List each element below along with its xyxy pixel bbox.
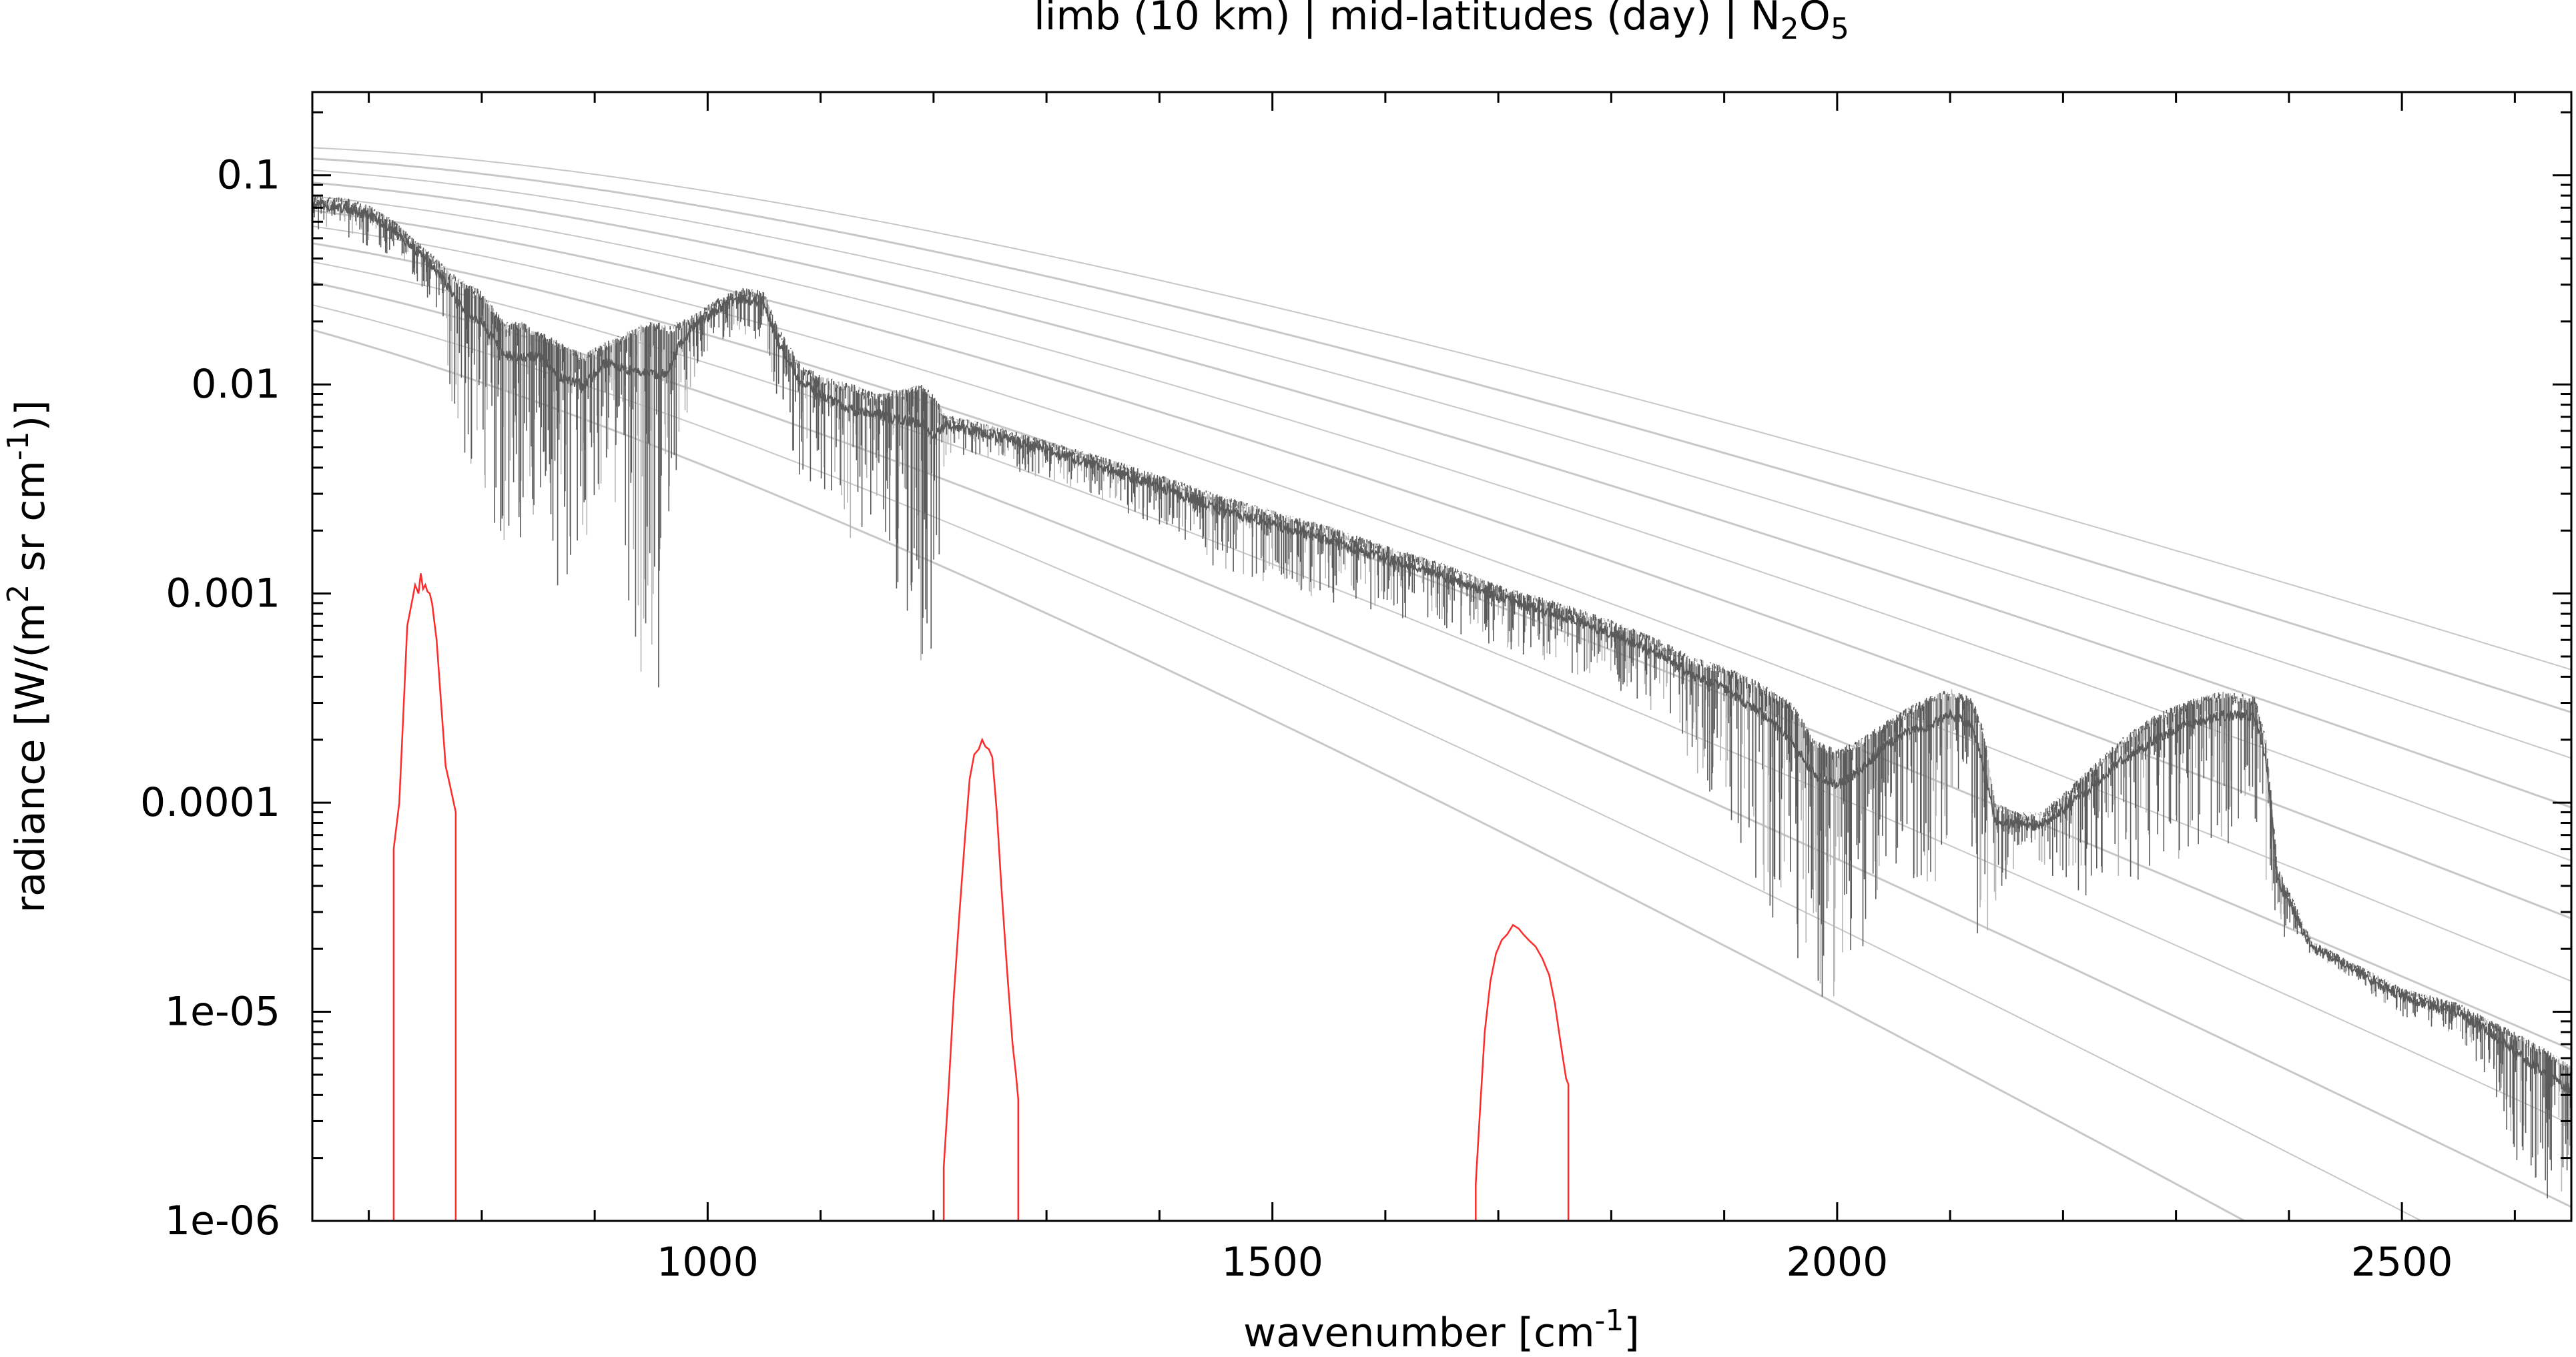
y-tick-label: 1e-06 [165, 1198, 280, 1244]
filter-channels [392, 573, 1570, 1221]
chart-title: limb (10 km) | mid-latitudes (day) | N2O… [1034, 0, 1849, 46]
planck-curve [312, 157, 2571, 714]
planck-curve [312, 281, 2571, 1208]
y-tick-label: 1e-05 [165, 989, 280, 1035]
spectrum-trace [312, 199, 2571, 1094]
y-axis-ticks [312, 111, 2571, 1222]
filter-channel-1 [392, 573, 457, 1221]
y-axis-label: radiance [W/(m2 sr cm-1)] [1, 400, 54, 913]
x-tick-label: 1000 [657, 1239, 759, 1286]
planck-curve [312, 209, 2571, 920]
x-tick-label: 1500 [1221, 1239, 1323, 1286]
planck-curve [312, 225, 2571, 982]
planck-curves [312, 147, 2571, 1221]
planck-curve [312, 304, 2423, 1221]
filter-channel-2 [942, 737, 1020, 1221]
x-tick-label: 2500 [2351, 1239, 2453, 1286]
planck-curve [312, 329, 2247, 1221]
filter-channel-3 [1475, 923, 1570, 1221]
planck-curve [312, 169, 2571, 759]
planck-curve [312, 195, 2571, 862]
planck-curve [312, 261, 2571, 1125]
x-tick-label: 2000 [1787, 1239, 1889, 1286]
y-tick-label: 0.1 [217, 152, 280, 199]
planck-curve [312, 181, 2571, 809]
plot-frame [311, 91, 2573, 1222]
y-tick-label: 0.0001 [140, 779, 280, 826]
x-axis-ticks [368, 92, 2516, 1221]
y-tick-label: 0.001 [166, 570, 280, 617]
y-tick-label: 0.01 [191, 361, 280, 408]
x-axis-label: wavenumber [cm-1] [1243, 1304, 1640, 1356]
radiance-spectrum [312, 196, 2571, 1199]
planck-curve [312, 147, 2571, 670]
